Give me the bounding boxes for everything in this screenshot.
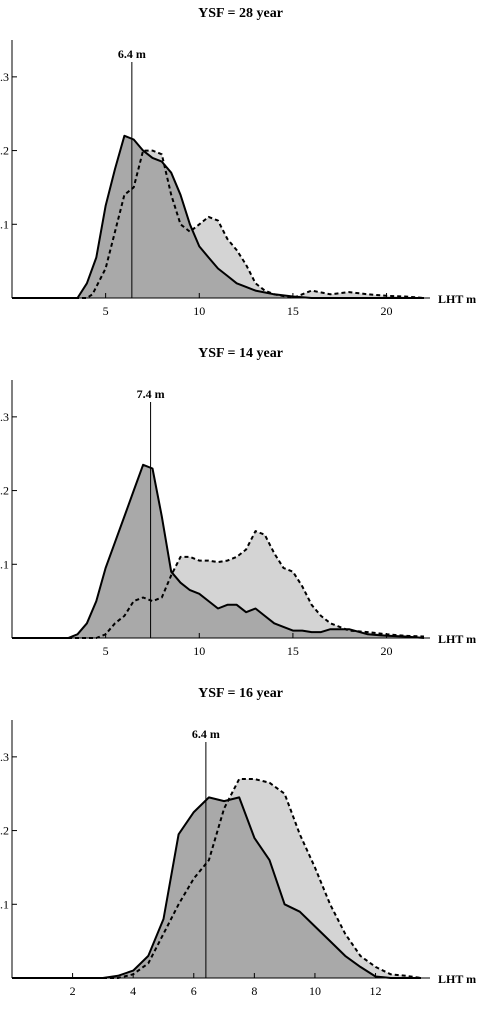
y-tick-label: 0.2 bbox=[0, 824, 9, 838]
y-tick-label: 0.3 bbox=[0, 70, 9, 84]
x-tick-label: 5 bbox=[103, 304, 109, 318]
x-tick-label: 20 bbox=[381, 644, 393, 658]
y-tick-label: 0.1 bbox=[0, 557, 9, 571]
x-tick-label: 5 bbox=[103, 644, 109, 658]
x-tick-label: 15 bbox=[287, 304, 299, 318]
series-area-solid bbox=[12, 464, 424, 638]
mode-line-label: 6.4 m bbox=[118, 47, 146, 61]
chart-panel-ysf-16: YSF = 16 year 2 4 6 8 10 12 0.1 0.2 0.3 LHT m 6.4 … bbox=[0, 680, 481, 1020]
chart-plot-ysf-16: 2 4 6 8 10 12 0.1 0.2 0.3 LHT m 6.4 m bbox=[0, 720, 476, 998]
chart-plot-ysf-28: 5 10 15 20 0.1 0.2 0.3 LHT m 6.4 m bbox=[0, 40, 476, 318]
y-tick-label: 0.2 bbox=[0, 484, 9, 498]
mode-line-label: 6.4 m bbox=[192, 727, 220, 741]
chart-panel-ysf-14: YSF = 14 year 5 10 15 20 0.1 0.2 0.3 LHT m 7.4 m bbox=[0, 340, 481, 680]
x-tick-label: 8 bbox=[251, 984, 257, 998]
y-tick-label: 0.3 bbox=[0, 410, 9, 424]
x-tick-label: 2 bbox=[70, 984, 76, 998]
chart-title: YSF = 14 year bbox=[198, 346, 283, 361]
x-tick-label: 4 bbox=[130, 984, 136, 998]
series-line-solid bbox=[12, 796, 421, 979]
x-axis-label: LHT m bbox=[438, 972, 476, 986]
x-axis-label: LHT m bbox=[438, 292, 476, 306]
x-tick-label: 10 bbox=[309, 984, 321, 998]
x-tick-label: 10 bbox=[193, 644, 205, 658]
x-tick-label: 15 bbox=[287, 644, 299, 658]
chart-title: YSF = 28 year bbox=[198, 6, 283, 21]
x-tick-label: 20 bbox=[381, 304, 393, 318]
x-tick-label: 12 bbox=[370, 984, 382, 998]
series-area-dashed bbox=[12, 531, 424, 638]
series-area-solid bbox=[12, 135, 424, 298]
x-axis-label: LHT m bbox=[438, 632, 476, 646]
chart-panel-ysf-28: YSF = 28 year 5 10 15 20 0.1 0.2 0.3 LHT m 6.4 m bbox=[0, 0, 481, 340]
y-tick-label: 0.1 bbox=[0, 897, 9, 911]
x-tick-label: 6 bbox=[191, 984, 197, 998]
y-tick-label: 0.2 bbox=[0, 144, 9, 158]
series-line-solid bbox=[12, 463, 425, 639]
y-tick-label: 0.1 bbox=[0, 217, 9, 231]
y-tick-label: 0.3 bbox=[0, 750, 9, 764]
x-tick-label: 10 bbox=[193, 304, 205, 318]
series-area-solid bbox=[12, 797, 421, 978]
chart-title: YSF = 16 year bbox=[198, 686, 283, 701]
series-line-dashed bbox=[12, 149, 425, 299]
mode-line-label: 7.4 m bbox=[137, 387, 165, 401]
chart-plot-ysf-14: 5 10 15 20 0.1 0.2 0.3 LHT m 7.4 m bbox=[0, 380, 476, 658]
